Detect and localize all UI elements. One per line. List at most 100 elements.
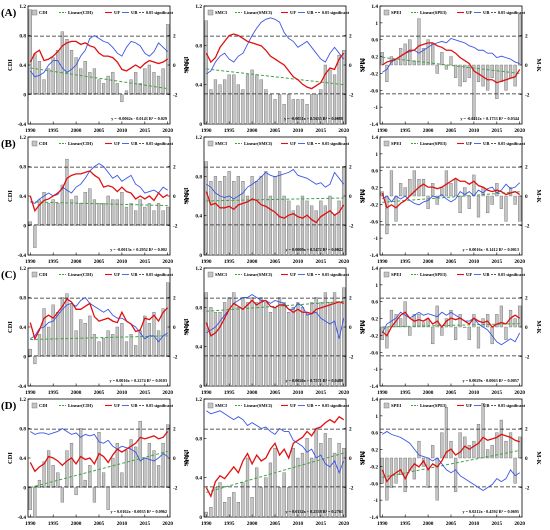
bar — [467, 326, 471, 340]
left-tick-label: 0.6 — [371, 169, 378, 175]
equation-label: y = 0.0009x + 0.5472 R² = 0.0022 — [285, 247, 343, 252]
bar — [223, 176, 227, 256]
bar — [287, 312, 291, 387]
bar — [209, 89, 213, 125]
bar — [250, 176, 254, 256]
right-axis-label: M-K — [183, 451, 190, 464]
left-tick-label: 1.2 — [195, 4, 202, 10]
left-tick-label: 0.4 — [195, 214, 202, 220]
legend: SMCI Linear(SMCI) UF UB 0.05 significant — [207, 271, 350, 278]
trend-line — [206, 452, 344, 493]
right-tick-label: 2 — [349, 296, 352, 302]
bar — [518, 436, 522, 459]
x-tick-label: 1995 — [48, 259, 59, 265]
bar — [88, 465, 92, 488]
bar — [83, 61, 87, 95]
bar — [204, 292, 208, 387]
x-tick-label: 2020 — [162, 128, 173, 134]
bar — [255, 74, 259, 125]
legend: SPEI Linear(SPEI) UF UB 0.05 significant — [383, 9, 526, 16]
legend-label: UB — [307, 10, 313, 15]
bar — [277, 94, 282, 125]
legend-label: 0.05 significant — [322, 10, 350, 15]
bar — [88, 72, 92, 95]
bar — [120, 192, 124, 226]
bar — [152, 312, 156, 357]
bar — [245, 195, 250, 256]
bar — [138, 330, 142, 357]
left-tick-label: 0.8 — [195, 305, 202, 311]
left-tick-label: 1.2 — [19, 397, 26, 403]
uf-line — [29, 431, 169, 473]
bar — [310, 94, 314, 125]
x-tick-label: 1990 — [25, 390, 36, 396]
bar — [273, 176, 277, 256]
bar — [310, 302, 314, 387]
right-tick-label: 0 — [525, 194, 528, 200]
x-tick-label: 1990 — [377, 521, 388, 527]
bar — [394, 195, 398, 222]
bar — [213, 79, 218, 125]
legend-swatch-bar — [207, 9, 214, 16]
bar — [417, 440, 421, 459]
left-tick-label: 1.2 — [19, 135, 26, 141]
bar — [245, 457, 250, 518]
chart-panel-cdi: -0.4 0 0.4 0.8 1.2 -2 0 2 1990 1995 2000 2005 2010 20… — [7, 135, 190, 265]
legend: SMCI Linear(SMCI) UF UB 0.05 significant — [207, 9, 350, 16]
bar — [305, 200, 309, 256]
row-label: (C) — [1, 269, 17, 281]
bar — [60, 487, 64, 503]
x-tick-label: 2000 — [423, 390, 434, 396]
bar — [337, 200, 341, 256]
bar — [287, 94, 291, 125]
left-tick-label: 1 — [375, 283, 378, 289]
legend-label: UF — [466, 141, 472, 146]
right-axis-label: M-K — [359, 189, 366, 202]
legend-swatch-bar — [31, 402, 38, 409]
right-tick-label: 0 — [173, 63, 176, 69]
bar — [138, 83, 142, 95]
left-tick-label: 0 — [199, 515, 202, 521]
x-tick-label: 2010 — [293, 521, 304, 527]
y-axis-label: CDI — [7, 190, 14, 202]
legend-label: UF — [290, 10, 296, 15]
bar — [486, 449, 490, 459]
bar — [92, 68, 97, 95]
bar — [310, 205, 314, 256]
x-tick-label: 2000 — [247, 390, 258, 396]
bar — [481, 403, 485, 459]
chart-panel-smci: 0 0.4 0.8 1.2 -2 0 2 1990 1995 2000 2005 2010 2015 20… — [183, 397, 366, 527]
bar — [37, 199, 42, 226]
bar — [399, 318, 403, 328]
bar — [37, 334, 42, 357]
right-tick-label: -2 — [173, 224, 178, 230]
bar — [444, 407, 449, 459]
right-tick-label: -2 — [525, 486, 530, 492]
trend-line — [382, 449, 520, 478]
left-tick-label: 0.2 — [371, 448, 378, 454]
bar — [499, 195, 503, 209]
bar — [69, 443, 74, 488]
bar — [310, 457, 314, 518]
uf-line — [29, 40, 169, 72]
bar — [342, 447, 346, 518]
bar — [79, 203, 83, 226]
bar — [156, 330, 161, 357]
y-axis-label: SPEI — [359, 188, 366, 203]
bar — [218, 84, 222, 125]
left-tick-label: 0.8 — [195, 43, 202, 49]
bar — [337, 54, 341, 125]
y-axis-label: SMCI — [183, 187, 190, 204]
uf-line — [205, 299, 344, 337]
left-tick-label: 0.8 — [19, 427, 26, 433]
bar — [513, 195, 517, 205]
left-tick-label: 0.4 — [19, 456, 26, 462]
bar — [495, 314, 499, 328]
x-tick-label: 2015 — [492, 521, 503, 527]
bar — [403, 187, 407, 197]
x-tick-label: 2000 — [71, 128, 82, 134]
bar — [232, 292, 236, 387]
bar — [56, 472, 60, 488]
equation-label: y = -0.0062x - 0.0143 R² = 0.029 — [111, 116, 167, 121]
bar — [323, 64, 327, 125]
